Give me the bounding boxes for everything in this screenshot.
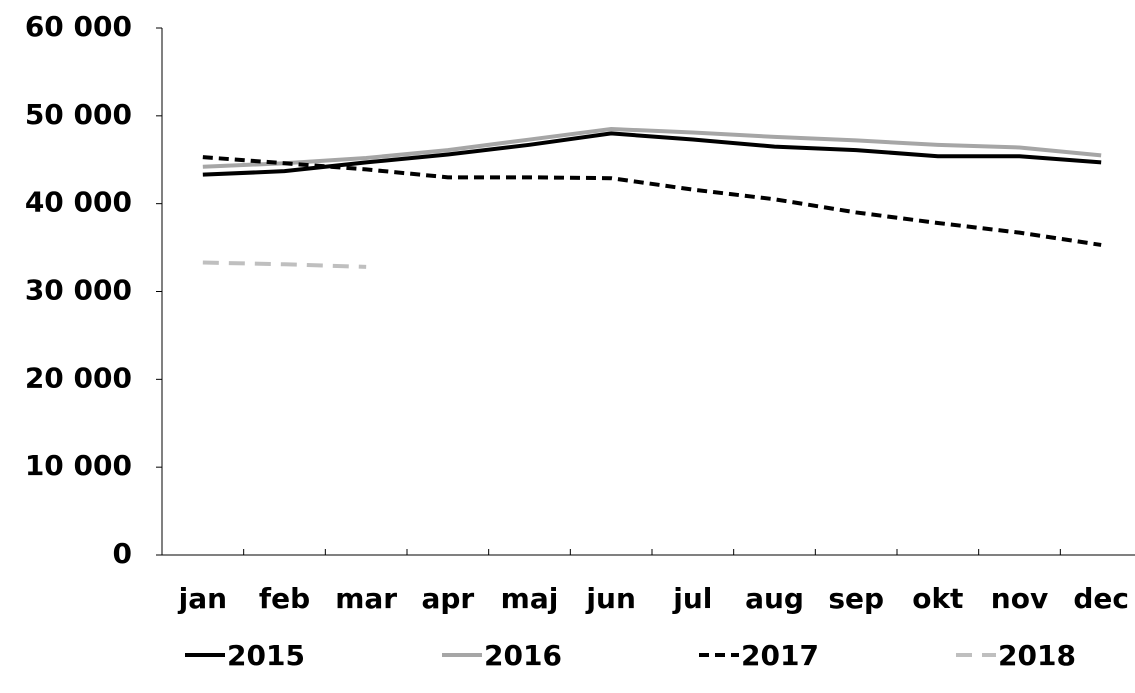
series-line [202, 127, 1102, 169]
y-tick-label: 20 000 [25, 361, 132, 394]
x-tick-label: feb [259, 582, 310, 615]
y-tick-label: 30 000 [25, 274, 132, 307]
x-tick-label: jan [178, 582, 227, 615]
x-tick-label: okt [912, 582, 963, 615]
y-tick-label: 50 000 [25, 98, 132, 131]
x-tick-label: mar [335, 582, 397, 615]
x-tick-label: apr [421, 582, 474, 615]
legend-label: 2016 [484, 639, 562, 672]
y-tick-label: 60 000 [25, 10, 132, 43]
series-line [202, 155, 1102, 247]
x-tick-label: sep [828, 582, 884, 615]
x-tick-label: dec [1073, 582, 1129, 615]
y-tick-label: 0 [113, 537, 132, 570]
series-line [202, 260, 367, 269]
x-tick-label: aug [745, 582, 804, 615]
series-line [202, 131, 1102, 177]
legend-label: 2017 [741, 639, 819, 672]
x-tick-label: jul [672, 582, 712, 615]
x-tick-label: jun [585, 582, 635, 615]
legend-label: 2018 [998, 639, 1076, 672]
y-tick-label: 40 000 [25, 186, 132, 219]
y-tick-label: 10 000 [25, 449, 132, 482]
x-tick-label: maj [501, 582, 559, 615]
legend-label: 2015 [227, 639, 305, 672]
x-tick-label: nov [991, 582, 1048, 615]
